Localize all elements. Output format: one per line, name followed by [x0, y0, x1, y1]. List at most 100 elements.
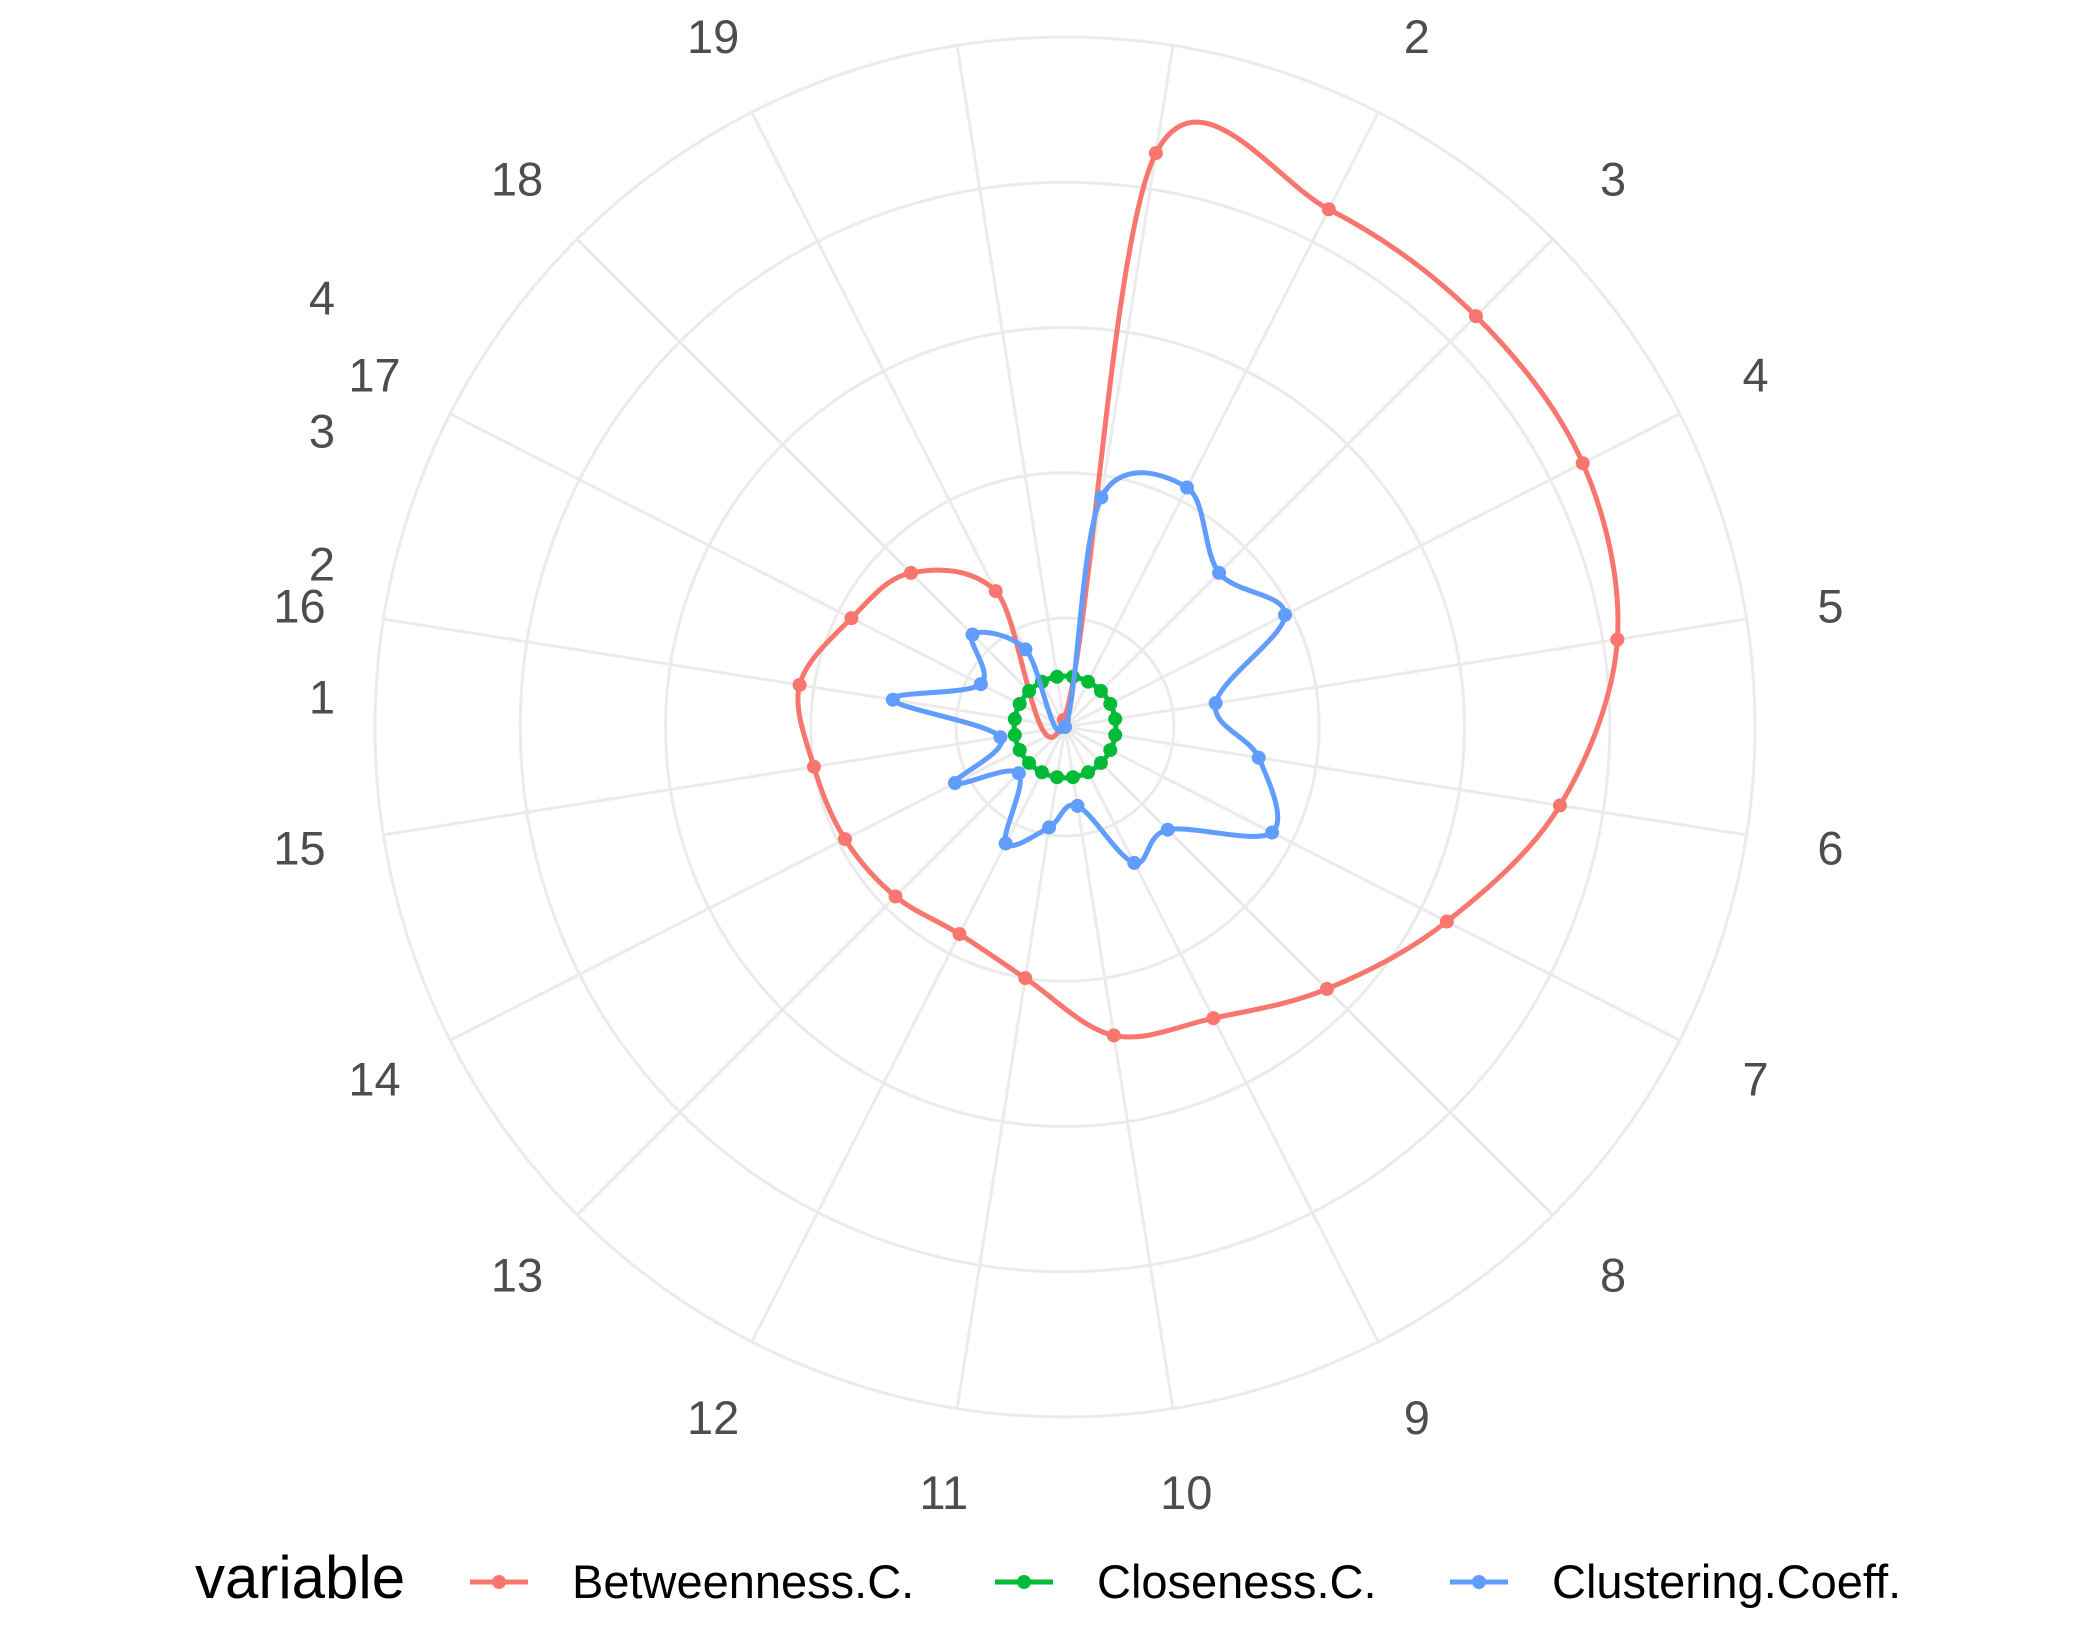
legend-key-point [492, 1575, 506, 1589]
data-point [1007, 727, 1022, 742]
data-point [1208, 696, 1223, 711]
data-point [1081, 765, 1096, 780]
data-point [1050, 669, 1065, 684]
grid-circle [518, 180, 1612, 1274]
spoke [1063, 725, 1554, 1216]
angle-tick-label: 3 [1600, 152, 1626, 205]
data-point [1319, 981, 1334, 996]
data-point [1127, 855, 1142, 870]
data-point [888, 889, 903, 904]
spoke [955, 726, 1067, 1409]
angle-tick-label: 17 [348, 349, 400, 402]
data-point [1012, 696, 1027, 711]
spoke [383, 725, 1066, 837]
data-point [1103, 696, 1118, 711]
data-point [1042, 820, 1057, 835]
angle-tick-label: 10 [1160, 1466, 1212, 1519]
legend-label: Clustering.Coeff. [1552, 1555, 1901, 1608]
angle-tick-label: 7 [1742, 1052, 1768, 1105]
series-closeness-c [1007, 669, 1123, 785]
spoke [1064, 725, 1681, 1042]
series-betweenness-c [792, 119, 1625, 1043]
legend: variable Betweenness.C. Closeness.C. Clust… [195, 1544, 1901, 1611]
legend-label: Closeness.C. [1097, 1555, 1377, 1608]
data-point [1251, 750, 1266, 765]
legend-key-point [1472, 1575, 1486, 1589]
data-point [1011, 766, 1026, 781]
angle-tick-label: 19 [687, 10, 739, 63]
data-point [792, 677, 807, 692]
legend-item: Betweenness.C. [470, 1555, 914, 1608]
legend-item: Clustering.Coeff. [1450, 1555, 1901, 1608]
data-point [1160, 822, 1175, 837]
legend-label: Betweenness.C. [572, 1555, 914, 1608]
data-point [1070, 798, 1085, 813]
spoke [1064, 725, 1747, 837]
data-point [1022, 755, 1037, 770]
legend-key-point [1017, 1575, 1031, 1589]
spoke [576, 238, 1067, 729]
spoke [449, 725, 1066, 1042]
data-point [1065, 770, 1080, 785]
series-clustering-coeff [885, 470, 1293, 870]
radial-axis-labels: 1 2 3 4 [309, 272, 335, 724]
data-point [903, 565, 918, 580]
data-point [1468, 309, 1483, 324]
data-point [1206, 1011, 1221, 1026]
spoke [1064, 617, 1747, 729]
data-point [1278, 607, 1293, 622]
data-point [993, 730, 1008, 745]
spoke [955, 45, 1067, 728]
angle-tick-label: 5 [1817, 579, 1843, 632]
spoke [1063, 726, 1175, 1409]
data-point [885, 692, 900, 707]
radial-tick-label: 1 [309, 671, 335, 724]
data-point [1321, 202, 1336, 217]
data-point [1106, 1028, 1121, 1043]
data-point [1575, 456, 1590, 471]
angle-tick-label: 15 [273, 822, 325, 875]
radial-tick-label: 4 [309, 272, 335, 325]
data-point [973, 677, 988, 692]
data-point [1439, 914, 1454, 929]
series-line [795, 119, 1621, 1040]
angle-tick-label: 16 [273, 579, 325, 632]
angle-tick-label: 8 [1600, 1249, 1626, 1302]
data-point [1050, 770, 1065, 785]
angle-tick-label: 6 [1817, 822, 1843, 875]
data-point [1058, 720, 1072, 734]
legend-title: variable [195, 1544, 405, 1611]
angle-tick-label: 4 [1742, 349, 1768, 402]
data-point [1212, 565, 1227, 580]
data-point [1094, 490, 1109, 505]
data-point [1108, 727, 1123, 742]
data-point [1552, 798, 1567, 813]
data-point [844, 611, 859, 626]
data-point [988, 584, 1003, 599]
radial-tick-label: 3 [309, 405, 335, 458]
data-point [1103, 743, 1118, 758]
data-point [1093, 684, 1108, 699]
data-point [1034, 765, 1049, 780]
spoke [1063, 726, 1380, 1343]
spoke [576, 725, 1067, 1216]
data-point [806, 759, 821, 774]
data-point [947, 776, 962, 791]
data-point [1108, 712, 1123, 727]
spoke [449, 412, 1066, 729]
spoke [383, 617, 1066, 729]
data-point [1610, 632, 1625, 647]
grid-circle [809, 471, 1321, 983]
radial-tick-label: 2 [309, 538, 335, 591]
angle-tick-label: 18 [491, 152, 543, 205]
data-point [1093, 755, 1108, 770]
angle-tick-label: 14 [348, 1052, 400, 1105]
grid-circle [954, 616, 1176, 838]
data-point [1018, 642, 1033, 657]
data-point [1007, 712, 1022, 727]
angle-tick-label: 2 [1404, 10, 1430, 63]
data-point [1022, 684, 1037, 699]
angle-tick-label: 12 [687, 1391, 739, 1444]
